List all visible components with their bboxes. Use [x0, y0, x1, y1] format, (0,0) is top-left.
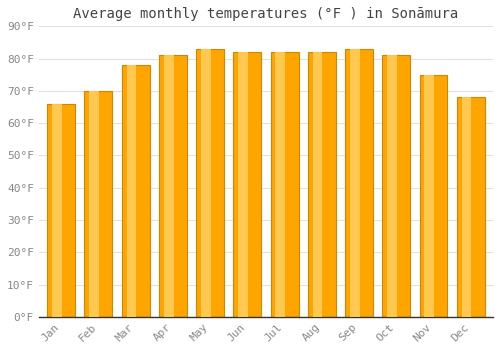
Bar [457, 97, 484, 317]
Bar [234, 52, 262, 317]
Bar [420, 75, 448, 317]
Bar [52, 104, 62, 317]
Bar [382, 55, 410, 317]
Bar [312, 52, 322, 317]
Bar [276, 52, 285, 317]
Bar [47, 104, 75, 317]
Bar [462, 97, 471, 317]
Bar [196, 49, 224, 317]
Bar [159, 55, 187, 317]
Bar [424, 75, 434, 317]
Bar [122, 65, 150, 317]
Bar [238, 52, 248, 317]
Bar [308, 52, 336, 317]
Bar [387, 55, 397, 317]
Bar [84, 91, 112, 317]
Bar [126, 65, 136, 317]
Title: Average monthly temperatures (°F ) in Sonāmura: Average monthly temperatures (°F ) in So… [74, 7, 458, 21]
Bar [345, 49, 373, 317]
Bar [90, 91, 99, 317]
Bar [164, 55, 173, 317]
Bar [350, 49, 360, 317]
Bar [270, 52, 298, 317]
Bar [201, 49, 211, 317]
